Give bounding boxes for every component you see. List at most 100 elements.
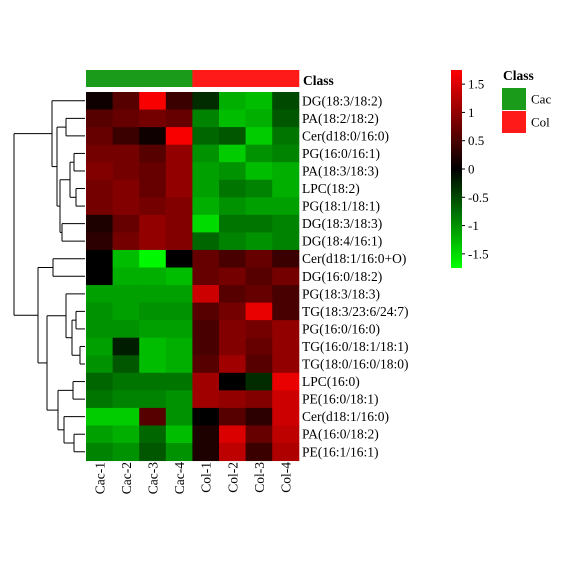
heatmap-cell bbox=[245, 443, 273, 462]
heatmap-cell bbox=[86, 407, 114, 426]
heatmap-cell bbox=[192, 197, 220, 216]
heatmap-cell bbox=[219, 302, 247, 321]
heatmap-cell bbox=[86, 355, 114, 374]
heatmap-cell bbox=[112, 162, 140, 181]
heatmap-cell bbox=[112, 355, 140, 374]
heatmap-cell bbox=[112, 109, 140, 128]
heatmap-cell bbox=[86, 197, 114, 216]
heatmap-cell bbox=[272, 92, 300, 111]
heatmap-cell bbox=[219, 232, 247, 251]
heatmap-cell bbox=[272, 214, 300, 233]
heatmap-cell bbox=[86, 302, 114, 321]
heatmap-cell bbox=[192, 144, 220, 163]
heatmap-cell bbox=[219, 355, 247, 374]
heatmap-cell bbox=[192, 92, 220, 111]
heatmap-cell bbox=[245, 355, 273, 374]
row-label: TG(16:0/18:1/18:1) bbox=[302, 339, 409, 354]
heatmap-cell bbox=[165, 372, 193, 391]
class-annotation-bar bbox=[86, 70, 300, 87]
heatmap-cell bbox=[245, 179, 273, 198]
heatmap-cell bbox=[139, 407, 167, 426]
color-scale-tick-label: -0.5 bbox=[468, 190, 489, 205]
heatmap-cell bbox=[165, 214, 193, 233]
color-scale-tick-label: 0.5 bbox=[468, 133, 484, 148]
heatmap-cell bbox=[165, 390, 193, 409]
heatmap-cell bbox=[192, 337, 220, 356]
row-label: DG(18:3/18:2) bbox=[302, 93, 382, 108]
heatmap-cell bbox=[192, 372, 220, 391]
heatmap-cell bbox=[139, 92, 167, 111]
heatmap-cell bbox=[139, 214, 167, 233]
class-bar-cell bbox=[165, 70, 193, 87]
heatmap-cell bbox=[272, 249, 300, 268]
heatmap-cell bbox=[165, 127, 193, 146]
heatmap-cell bbox=[112, 249, 140, 268]
row-label: DG(16:0/18:2) bbox=[302, 269, 382, 284]
heatmap-cell bbox=[192, 425, 220, 444]
heatmap-cells bbox=[86, 92, 300, 462]
heatmap-cell bbox=[272, 162, 300, 181]
heatmap-cell bbox=[272, 390, 300, 409]
class-legend-swatch bbox=[502, 111, 526, 133]
heatmap-cell bbox=[272, 355, 300, 374]
heatmap-cell bbox=[192, 285, 220, 304]
row-label: PG(16:0/16:1) bbox=[302, 146, 380, 161]
heatmap-cell bbox=[219, 179, 247, 198]
column-label: Col-3 bbox=[252, 462, 267, 493]
color-scale-bar bbox=[451, 70, 462, 268]
heatmap-cell bbox=[112, 92, 140, 111]
heatmap-cell bbox=[165, 267, 193, 286]
heatmap-cell bbox=[112, 232, 140, 251]
heatmap-cell bbox=[165, 144, 193, 163]
heatmap-cell bbox=[112, 127, 140, 146]
heatmap-cell bbox=[272, 407, 300, 426]
heatmap-cell bbox=[245, 249, 273, 268]
heatmap-cell bbox=[245, 232, 273, 251]
heatmap-cell bbox=[139, 425, 167, 444]
heatmap-cell bbox=[272, 197, 300, 216]
heatmap-cell bbox=[219, 92, 247, 111]
heatmap-cell bbox=[245, 425, 273, 444]
heatmap-cell bbox=[86, 267, 114, 286]
row-label: PG(18:3/18:3) bbox=[302, 286, 380, 301]
row-label: PE(16:1/16:1) bbox=[302, 444, 379, 459]
heatmap-cell bbox=[112, 443, 140, 462]
heatmap-cell bbox=[165, 302, 193, 321]
color-scale-tick-label: 0 bbox=[468, 162, 475, 177]
row-label: TG(18:3/23:6/24:7) bbox=[302, 304, 409, 319]
heatmap-cell bbox=[139, 249, 167, 268]
heatmap-cell bbox=[245, 127, 273, 146]
heatmap-cell bbox=[112, 320, 140, 339]
class-legend-title: Class bbox=[503, 68, 534, 83]
heatmap-cell bbox=[245, 285, 273, 304]
heatmap-cell bbox=[86, 179, 114, 198]
row-label: Cer(d18:1/16:0+O) bbox=[302, 251, 406, 266]
row-label: PA(18:3/18:3) bbox=[302, 163, 379, 178]
color-scale-tick-label: -1.5 bbox=[468, 246, 489, 261]
heatmap-cell bbox=[139, 162, 167, 181]
heatmap-cell bbox=[219, 285, 247, 304]
heatmap-cell bbox=[112, 390, 140, 409]
heatmap-cell bbox=[86, 285, 114, 304]
heatmap-cell bbox=[245, 407, 273, 426]
heatmap-cell bbox=[192, 232, 220, 251]
heatmap-cell bbox=[245, 162, 273, 181]
row-label: DG(18:4/16:1) bbox=[302, 234, 382, 249]
heatmap-cell bbox=[165, 249, 193, 268]
heatmap-cell bbox=[165, 162, 193, 181]
heatmap-cell bbox=[219, 407, 247, 426]
heatmap-cell bbox=[86, 144, 114, 163]
heatmap-cell bbox=[86, 390, 114, 409]
heatmap-cell bbox=[192, 355, 220, 374]
heatmap-cell bbox=[192, 179, 220, 198]
heatmap-cell bbox=[165, 425, 193, 444]
heatmap-cell bbox=[112, 407, 140, 426]
heatmap-cell bbox=[245, 214, 273, 233]
heatmap-cell bbox=[86, 337, 114, 356]
row-label: PG(18:1/18:1) bbox=[302, 199, 380, 214]
heatmap-cell bbox=[245, 92, 273, 111]
heatmap-cell bbox=[219, 320, 247, 339]
heatmap-cell bbox=[192, 214, 220, 233]
row-label: LPC(16:0) bbox=[302, 374, 360, 389]
heatmap-cell bbox=[192, 443, 220, 462]
